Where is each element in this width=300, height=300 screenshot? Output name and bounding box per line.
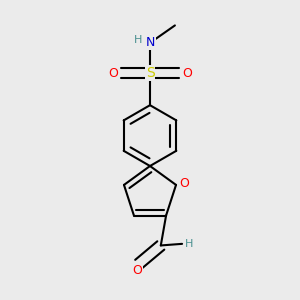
Text: O: O [180,177,190,190]
Text: N: N [145,36,155,50]
Text: H: H [185,239,193,249]
Text: O: O [132,264,142,277]
Text: S: S [146,66,154,80]
Text: H: H [134,35,142,45]
Text: O: O [182,67,192,80]
Text: O: O [108,67,118,80]
